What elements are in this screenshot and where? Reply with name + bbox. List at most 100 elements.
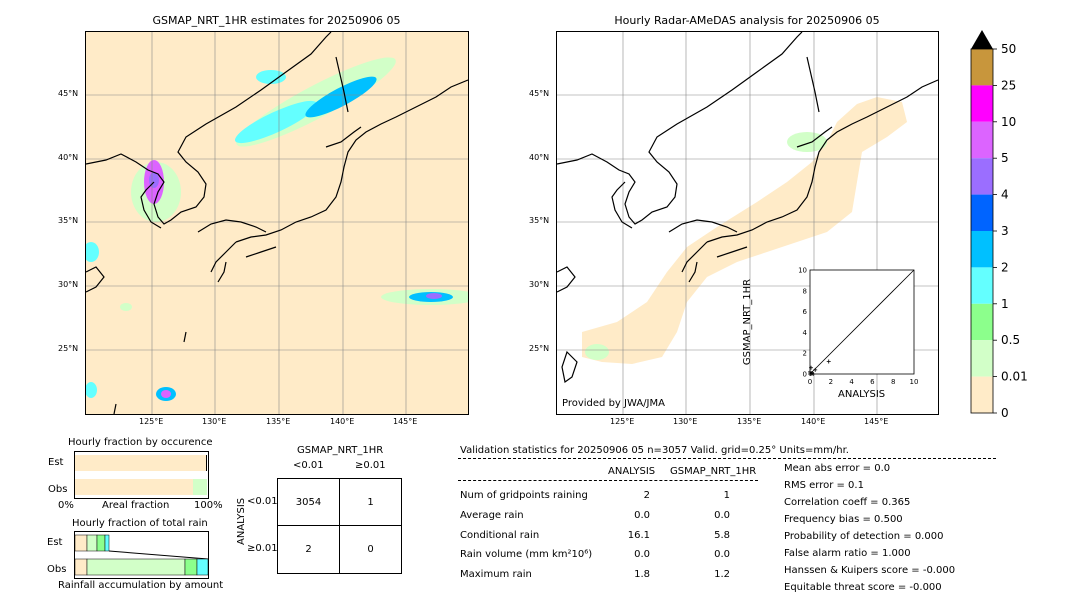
colorbar-label: 4 [1001, 188, 1009, 202]
contingency-title: GSMAP_NRT_1HR [297, 445, 384, 456]
colorbar-segment [971, 231, 993, 268]
stat-gsmap: 0.0 [714, 549, 730, 560]
scatter-ytick: 0 [803, 371, 807, 379]
contingency-row-header: <0.01 [247, 496, 278, 507]
occurrence-obs-rain [193, 479, 207, 495]
scatter-xtick: 2 [829, 378, 833, 386]
occurrence-row-est: Est [48, 457, 64, 468]
colorbar-segment [971, 194, 993, 231]
colorbar-label: 0 [1001, 406, 1009, 420]
right-map-title: Hourly Radar-AMeDAS analysis for 2025090… [614, 14, 880, 27]
contingency-cell: 1 [339, 478, 402, 526]
left-lat-label: 45°N [58, 89, 79, 98]
scatter-xtick: 4 [849, 378, 854, 386]
colorbar-segment [971, 85, 993, 122]
left-map [85, 31, 469, 415]
stat-analysis: 0.0 [634, 549, 650, 560]
left-map-title: GSMAP_NRT_1HR estimates for 20250906 05 [152, 14, 401, 27]
occurrence-title: Hourly fraction by occurence [68, 437, 213, 448]
total-rain-title: Hourly fraction of total rain [72, 518, 208, 529]
left-lon-label: 140°E [330, 417, 355, 426]
score-line: False alarm ratio = 1.000 [784, 548, 911, 559]
right-lon-label: 140°E [801, 417, 826, 426]
scatter-xtick: 8 [891, 378, 895, 386]
right-lat-label: 35°N [529, 216, 550, 225]
colorbar-label: 2 [1001, 260, 1009, 274]
right-lat-label: 45°N [529, 89, 550, 98]
right-lon-label: 130°E [673, 417, 698, 426]
scatter-ytick: 6 [803, 308, 808, 316]
colorbar-segment [971, 303, 993, 341]
contingency-row-axis: ANALYSIS [236, 497, 247, 545]
left-lat-label: 35°N [58, 216, 79, 225]
contingency-row-header: ≥0.01 [247, 543, 278, 554]
occurrence-chart [74, 451, 209, 499]
stat-analysis: 0.0 [634, 510, 650, 521]
left-precip-patches [86, 57, 468, 401]
right-lat-label: 25°N [529, 344, 550, 353]
stat-gsmap: 1 [723, 490, 730, 501]
left-lon-label: 125°E [139, 417, 164, 426]
scatter-xlabel: ANALYSIS [838, 389, 886, 400]
scatter-inset: 0 2 4 6 8 10 0 2 4 6 8 10 [780, 262, 920, 402]
right-lon-label: 145°E [864, 417, 889, 426]
stat-gsmap: 1.2 [714, 569, 730, 580]
score-line: Probability of detection = 0.000 [784, 531, 944, 542]
left-lat-label: 40°N [58, 153, 79, 162]
occurrence-est-bar [75, 455, 207, 471]
scatter-ylabel: GSMAP_NRT_1HR [742, 278, 753, 366]
colorbar-extend-arrow [971, 30, 993, 49]
stat-label: Conditional rain [460, 530, 540, 541]
scatter-xtick: 10 [910, 378, 919, 386]
scatter-ytick: 4 [803, 329, 808, 337]
score-line: Frequency bias = 0.500 [784, 514, 903, 525]
left-lon-label: 135°E [266, 417, 291, 426]
colorbar-label: 5 [1001, 151, 1009, 165]
colorbar: 50 25 10 5 4 3 2 1 0.5 0.01 0 [970, 30, 1031, 420]
score-line: Hanssen & Kuipers score = -0.000 [784, 565, 956, 576]
contingency-col-header: <0.01 [293, 460, 324, 471]
occurrence-row-obs: Obs [48, 484, 68, 495]
scatter-point [826, 359, 831, 364]
total-rain-row-est: Est [47, 537, 63, 548]
colorbar-label: 1 [1001, 297, 1009, 311]
colorbar-segment [971, 121, 993, 159]
scatter-ytick: 2 [803, 350, 807, 358]
colorbar-label: 50 [1001, 42, 1016, 56]
colorbar-label: 0.5 [1001, 333, 1020, 347]
colorbar-segment [971, 49, 993, 86]
colorbar-segment [971, 158, 993, 195]
score-line: Equitable threat score = -0.000 [784, 582, 942, 593]
occurrence-obs-bar [75, 479, 193, 495]
score-line: Correlation coeff = 0.365 [784, 497, 911, 508]
contingency-col-header: ≥0.01 [355, 460, 386, 471]
left-lat-label: 25°N [58, 344, 79, 353]
left-lon-label: 130°E [202, 417, 227, 426]
validation-subdivider [458, 480, 758, 481]
left-lat-label: 30°N [58, 280, 79, 289]
stat-gsmap: 0.0 [714, 510, 730, 521]
validation-col-analysis: ANALYSIS [608, 466, 656, 477]
stat-label: Num of gridpoints raining [460, 490, 588, 501]
scatter-xtick: 0 [808, 378, 812, 386]
stat-gsmap: 5.8 [714, 530, 730, 541]
score-line: RMS error = 0.1 [784, 480, 864, 491]
colorbar-label: 0.01 [1001, 370, 1028, 384]
right-lat-label: 30°N [529, 280, 550, 289]
colorbar-label: 25 [1001, 78, 1016, 92]
scatter-point [813, 367, 818, 372]
colorbar-segment [971, 340, 993, 377]
right-lat-label: 40°N [529, 153, 550, 162]
score-line: Mean abs error = 0.0 [784, 463, 891, 474]
validation-divider [458, 458, 996, 459]
right-lon-label: 125°E [610, 417, 635, 426]
occurrence-xlabel-right: 100% [194, 500, 223, 511]
scatter-point [809, 365, 814, 370]
colorbar-segment [971, 267, 993, 304]
stat-label: Maximum rain [460, 569, 532, 580]
stat-analysis: 2 [643, 490, 650, 501]
reference-line [809, 269, 915, 375]
total-rain-chart [74, 531, 209, 579]
stat-label: Average rain [460, 510, 524, 521]
total-rain-row-obs: Obs [47, 564, 67, 575]
